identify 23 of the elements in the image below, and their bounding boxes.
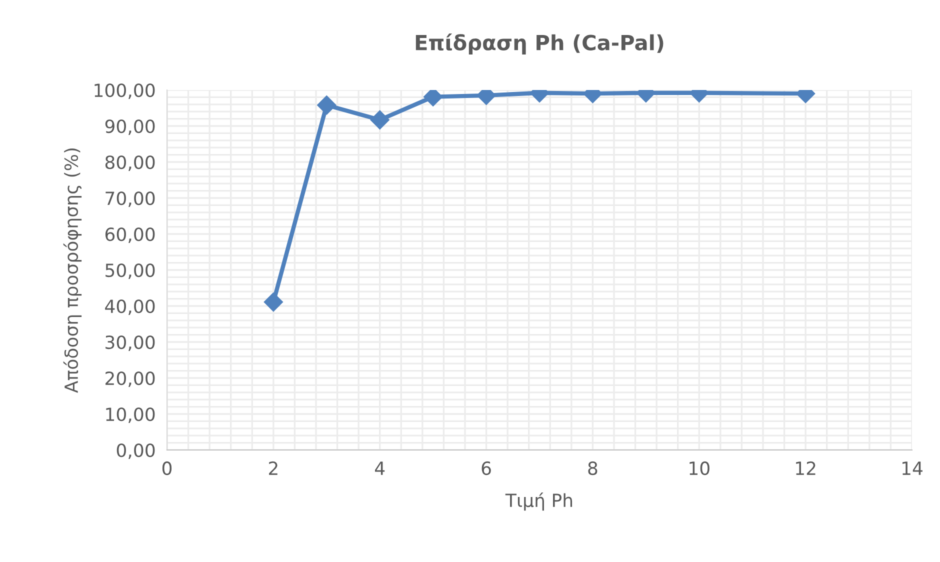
y-tick-label: 100,00: [94, 83, 155, 99]
x-tick-label: 2: [269, 461, 278, 475]
x-tick-label: 6: [482, 461, 491, 476]
y-tick-label: 40,00: [105, 299, 155, 315]
x-tick-label: 14: [902, 462, 922, 475]
chart-title: Επίδραση Ph (Ca-Pal): [416, 34, 664, 54]
y-tick-label: 70,00: [106, 191, 155, 207]
x-tick-label: 8: [588, 461, 598, 476]
y-tick-label: 20,00: [106, 371, 155, 387]
x-tick-label: 4: [374, 462, 385, 475]
y-tick-label: 30,00: [106, 335, 155, 351]
y-tick-label: 60,00: [105, 227, 155, 243]
y-tick-label: 50,00: [106, 263, 155, 279]
y-tick-label: 80,00: [105, 155, 155, 171]
x-tick-label: 12: [796, 461, 816, 475]
x-tick-label: 0: [162, 461, 172, 476]
y-tick-label: 0,00: [116, 443, 155, 459]
y-tick-label: 90,00: [105, 119, 155, 135]
x-tick-label: 10: [690, 461, 710, 476]
y-tick-label: 10,00: [106, 407, 155, 423]
point: [264, 292, 284, 312]
x-axis-title: Τιμή Ph: [505, 492, 572, 511]
y-axis-title: Απόδοση προσρόφησης (%): [63, 148, 82, 393]
